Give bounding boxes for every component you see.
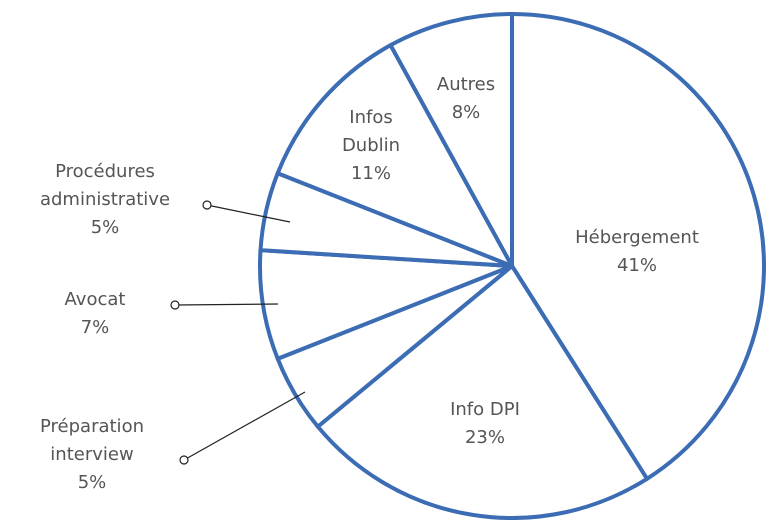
leader-dot xyxy=(202,200,212,210)
label-line: interview xyxy=(50,444,133,465)
pie-slice xyxy=(275,43,514,268)
label-line: Hébergement xyxy=(575,227,699,248)
value-label: 5% xyxy=(91,217,120,238)
value-label: 5% xyxy=(78,472,107,493)
pie-slice xyxy=(315,264,650,520)
pie-slice xyxy=(258,248,514,361)
value-label: 7% xyxy=(81,317,110,338)
label-line: Autres xyxy=(437,74,495,95)
leader-dot xyxy=(179,455,189,465)
slice-label: Avocat xyxy=(65,289,126,310)
label-line: Dublin xyxy=(342,135,400,156)
label-line: Infos xyxy=(349,107,392,128)
value-label: 23% xyxy=(465,427,505,448)
value-label: 41% xyxy=(617,255,657,276)
leader-line xyxy=(206,204,291,223)
pie-slice xyxy=(388,12,514,268)
slice-label: Préparation interview xyxy=(40,416,144,465)
label-line: administrative xyxy=(40,189,170,210)
leader-dot xyxy=(170,300,180,310)
slice-label: Procédures administrative xyxy=(40,161,170,210)
slice-label: Autres xyxy=(437,74,495,95)
leader-line xyxy=(174,303,279,306)
slice-label: Hébergement xyxy=(575,227,699,248)
value-label: 8% xyxy=(452,102,481,123)
label-line: Procédures xyxy=(55,161,155,182)
label-line: Info DPI xyxy=(450,399,520,420)
label-line: Préparation xyxy=(40,416,144,437)
value-label: 11% xyxy=(351,163,391,184)
slice-label: Info DPI xyxy=(450,399,520,420)
label-line: Avocat xyxy=(65,289,126,310)
slice-label: Infos Dublin xyxy=(342,107,400,156)
leader-line xyxy=(183,391,306,461)
